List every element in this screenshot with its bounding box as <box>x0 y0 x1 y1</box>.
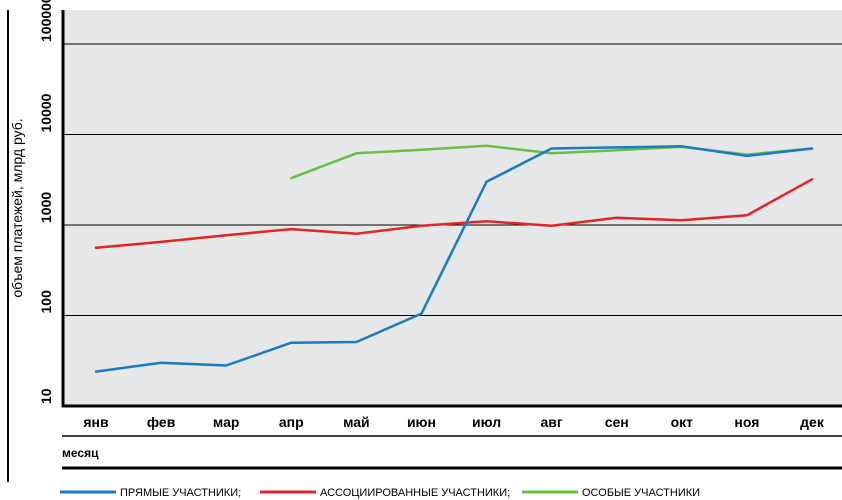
plot-background <box>62 10 842 406</box>
x-tick-label: июн <box>407 414 436 430</box>
series-lines <box>94 144 814 373</box>
legend-label: ПРЯМЫЕ УЧАСТНИКИ; <box>120 487 241 499</box>
gridlines <box>62 43 842 316</box>
x-tick-label: ноя <box>734 414 759 430</box>
legend-label: ОСОБЫЕ УЧАСТНИКИ <box>582 487 700 499</box>
y-tick-label: 100 <box>38 290 54 314</box>
x-tick-label: дек <box>800 414 825 430</box>
x-tick-label: мар <box>213 414 240 430</box>
x-tick-label: июл <box>472 414 501 430</box>
y-tick-label: 10000 <box>38 93 54 132</box>
x-tick-label: янв <box>83 414 109 430</box>
series-line <box>94 178 814 250</box>
y-tick-label: 100000 <box>38 0 54 42</box>
y-tick-labels: 10 100 1000 10000 100000 <box>38 0 54 404</box>
x-tick-label: фев <box>147 414 176 430</box>
x-tick-labels: янв фев мар апр май июн июл авг сен окт ноя дек <box>83 414 824 430</box>
y-tick-label: 10 <box>38 388 54 404</box>
x-axis-title: месяц <box>62 446 99 460</box>
y-axis-title: объем платежей, млрд руб. <box>9 118 25 297</box>
x-tick-label: окт <box>671 414 694 430</box>
legend: ПРЯМЫЕ УЧАСТНИКИ; АССОЦИИРОВАННЫЕ УЧАСТНИ… <box>60 487 700 499</box>
x-tick-label: авг <box>541 414 563 430</box>
legend-label: АССОЦИИРОВАННЫЕ УЧАСТНИКИ; <box>320 487 510 499</box>
series-line <box>94 145 814 373</box>
x-tick-label: сен <box>605 414 629 430</box>
y-tick-label: 1000 <box>38 192 54 223</box>
x-tick-label: май <box>343 414 370 430</box>
x-tick-label: апр <box>279 414 304 430</box>
